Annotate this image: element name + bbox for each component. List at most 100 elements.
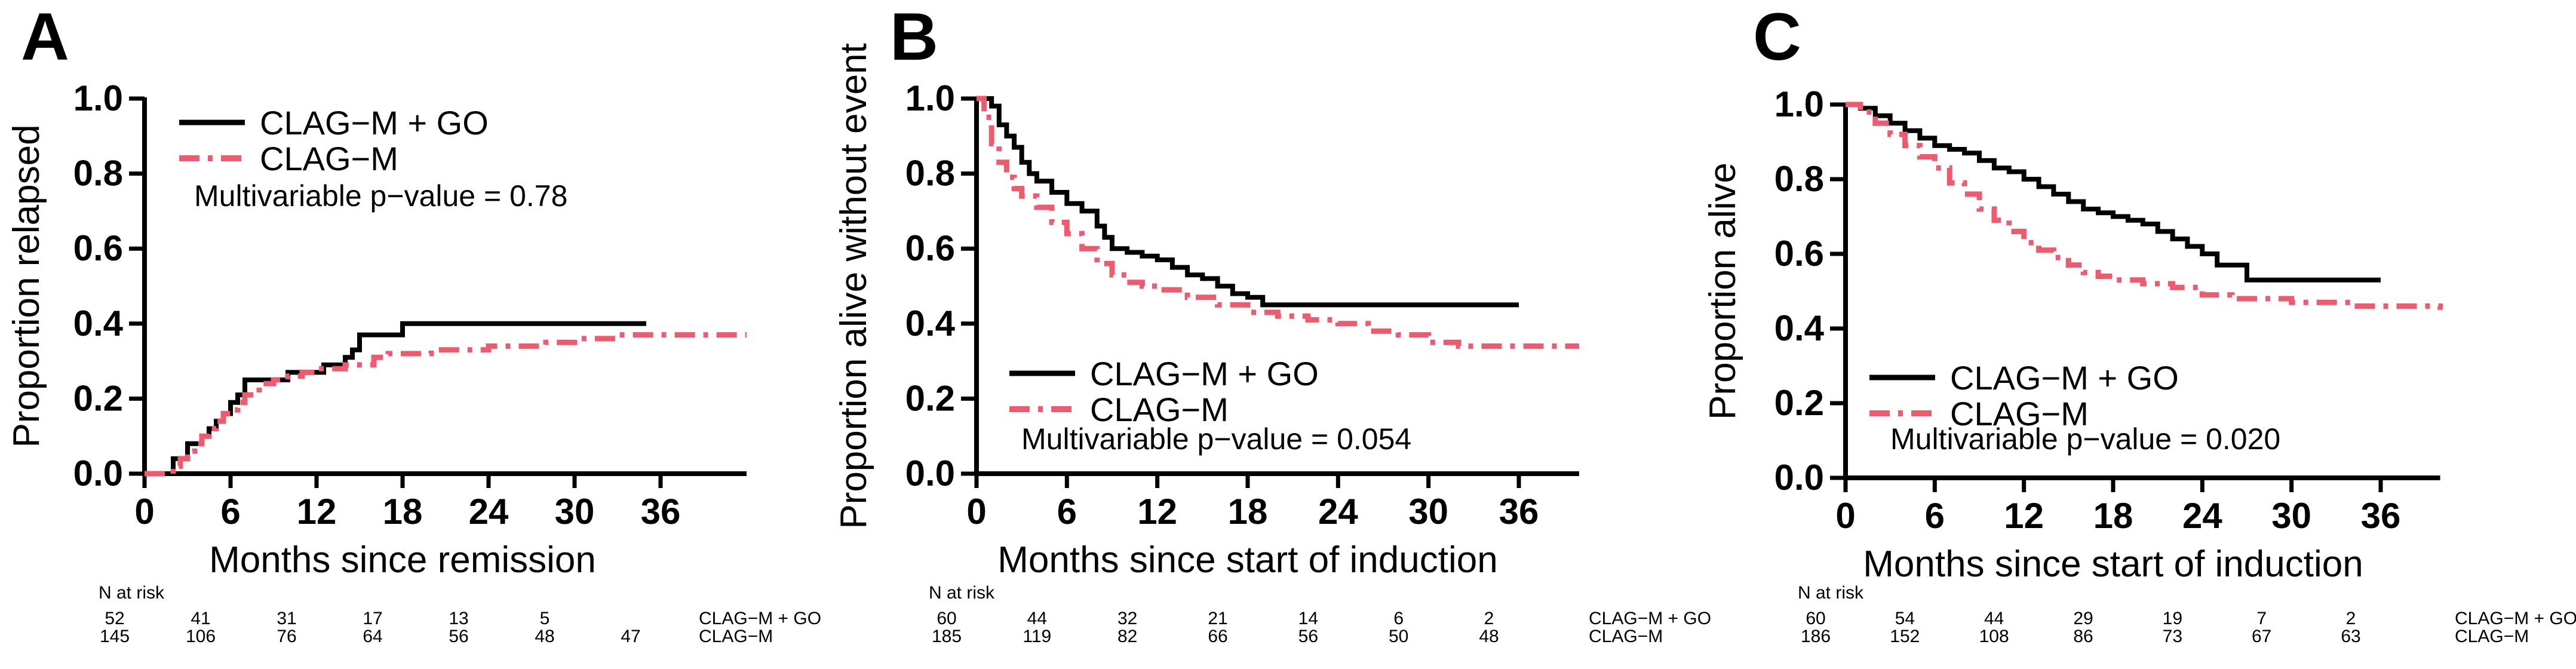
risk-count: 76 [277,627,296,646]
x-tick-label: 36 [1499,492,1539,532]
series-line-clagm-go [145,321,646,476]
panel-letter: A [21,0,69,74]
y-tick-label: 0.8 [1774,159,1824,199]
series-line-clagm-go [1846,102,2381,283]
risk-table-title: N at risk [929,583,995,603]
x-tick-label: 24 [2182,496,2222,536]
risk-count: 48 [535,627,554,646]
risk-count: 73 [2163,627,2182,646]
y-tick-label: 0.6 [1774,234,1824,274]
x-tick-label: 12 [1137,492,1177,532]
risk-count: 21 [1208,609,1227,628]
risk-table-title: N at risk [1798,583,1864,603]
risk-count: 185 [932,627,962,646]
y-tick-label: 0.2 [905,378,955,418]
x-tick-label: 6 [1057,492,1077,532]
risk-count: 32 [1117,609,1137,628]
risk-count: 63 [2341,627,2360,646]
y-tick-label: 1.0 [73,78,123,118]
y-tick-label: 0.0 [905,453,955,493]
x-tick-label: 0 [134,492,154,532]
risk-count: 119 [1023,627,1051,646]
y-tick-label: 0.2 [73,378,123,418]
risk-count: 29 [2073,609,2093,628]
y-tick-label: 0.0 [1774,458,1824,498]
x-tick-label: 18 [383,492,423,532]
risk-count: 56 [449,627,468,646]
risk-count: 52 [105,609,124,628]
x-tick-label: 30 [2271,496,2311,536]
risk-row-label: CLAG−M + GO [1589,609,1711,628]
risk-count: 44 [1027,609,1047,628]
panel-c: C 0.0 0.2 0.4 0.6 0.8 1.0 0 6 12 18 24 30 36 Proportio… [1702,0,2576,646]
y-tick-label: 0.4 [73,303,124,343]
risk-count: 50 [1389,627,1408,646]
risk-row-label: CLAG−M + GO [699,609,821,628]
risk-count: 60 [1806,609,1825,628]
y-tick-label: 0.2 [1774,383,1824,423]
panel-letter: B [890,0,938,74]
risk-count: 106 [186,627,216,646]
risk-count: 41 [191,609,210,628]
panel-b: B 0.0 0.2 0.4 0.6 0.8 1.0 0 6 12 18 24 30 36 Proportio… [833,0,1711,646]
risk-count: 2 [1484,609,1494,628]
risk-count: 64 [363,627,382,646]
legend-label: CLAG−M [260,140,398,177]
legend-label: CLAG−M [1090,391,1229,428]
y-tick-label: 0.6 [73,228,123,268]
risk-row-label: CLAG−M [2455,627,2529,646]
x-tick-label: 0 [1835,496,1855,536]
risk-row-label: CLAG−M [1589,627,1663,646]
risk-count: 2 [2346,609,2356,628]
x-tick-label: 30 [1408,492,1448,532]
y-tick-label: 0.4 [905,303,956,343]
series-line-clagm-go [977,96,1519,308]
risk-count: 186 [1801,627,1831,646]
x-tick-label: 36 [641,492,681,532]
y-tick-label: 1.0 [1774,84,1824,124]
x-tick-label: 6 [1925,496,1945,536]
y-axis-label: Proportion relapsed [6,124,47,447]
risk-count: 82 [1117,627,1137,646]
risk-count: 108 [1979,627,2009,646]
p-value-annotation: Multivariable p−value = 0.054 [1021,422,1411,456]
x-axis-label: Months since start of induction [1863,544,2363,585]
risk-table-title: N at risk [99,583,165,603]
risk-count: 145 [100,627,130,646]
x-tick-label: 0 [966,492,986,532]
legend-label: CLAG−M + GO [1090,355,1319,392]
risk-count: 60 [937,609,956,628]
x-tick-label: 18 [2093,496,2133,536]
panel-letter: C [1753,0,1801,74]
risk-count: 5 [540,609,550,628]
risk-count: 47 [621,627,640,646]
x-tick-label: 12 [2004,496,2044,536]
risk-count: 48 [1479,627,1499,646]
x-tick-label: 6 [220,492,240,532]
series-line-clagm [977,96,1579,349]
risk-count: 13 [449,609,468,628]
risk-row-label: CLAG−M + GO [2455,609,2576,628]
x-tick-label: 36 [2361,496,2401,536]
risk-count: 56 [1298,627,1318,646]
series-line-clagm [1846,102,2443,310]
y-tick-label: 0.0 [73,453,123,493]
x-axis-label: Months since start of induction [997,539,1497,581]
p-value-annotation: Multivariable p−value = 0.020 [1890,422,2280,456]
risk-count: 7 [2256,609,2267,628]
x-axis-label: Months since remission [209,539,596,581]
y-tick-label: 0.8 [905,154,955,194]
series-line-clagm [145,332,747,477]
risk-count: 66 [1208,627,1227,646]
risk-count: 44 [1984,609,2004,628]
y-tick-label: 0.4 [1774,308,1825,348]
y-axis-label: Proportion alive [1702,162,1743,420]
y-tick-label: 0.8 [73,154,123,194]
risk-count: 31 [277,609,296,628]
y-tick-label: 1.0 [905,78,955,118]
p-value-annotation: Multivariable p−value = 0.78 [194,179,567,213]
x-tick-label: 18 [1228,492,1268,532]
risk-count: 17 [363,609,382,628]
risk-count: 19 [2163,609,2182,628]
